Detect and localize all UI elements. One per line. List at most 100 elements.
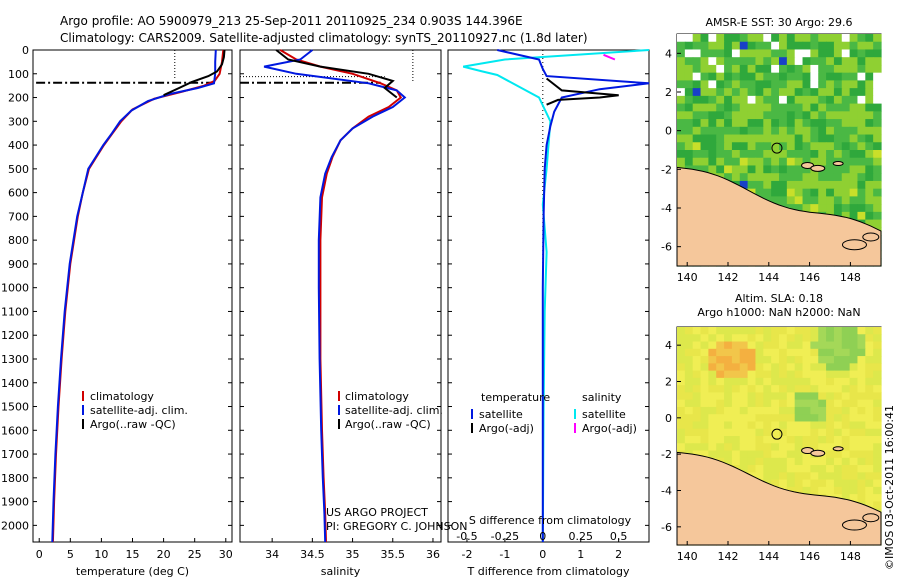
map-cell — [818, 150, 827, 159]
island — [862, 232, 880, 242]
map-cell — [841, 134, 851, 143]
map-cell — [818, 180, 827, 190]
map-cell — [849, 356, 859, 364]
map-cell — [747, 436, 757, 444]
map-cell — [810, 150, 819, 159]
map-cell — [716, 150, 725, 159]
map-cell — [771, 88, 780, 97]
map-cell — [810, 157, 819, 167]
map-cell — [841, 428, 851, 437]
map-cell — [802, 479, 811, 488]
map-cell — [802, 385, 811, 393]
land-mass — [676, 451, 882, 546]
map-cell — [755, 436, 764, 444]
map-cell — [700, 57, 709, 66]
map-cell — [747, 421, 757, 430]
map-cell — [802, 41, 811, 51]
map-cell — [677, 142, 686, 151]
map-cell — [794, 119, 804, 128]
map-cell — [794, 341, 804, 350]
map-ytick-label: -2 — [661, 163, 672, 176]
map-cell — [873, 150, 882, 159]
map-cell — [724, 72, 733, 81]
project-label: US ARGO PROJECT — [326, 506, 428, 519]
map-cell — [747, 385, 757, 393]
map-cell — [755, 111, 764, 120]
map-cell — [802, 64, 811, 74]
map-cell — [873, 142, 882, 151]
legend-label-temperature: satellite-adj. clim. — [90, 404, 188, 417]
ytick-label: 1600 — [1, 424, 29, 437]
map-cell — [700, 88, 709, 97]
map-cell — [724, 157, 733, 167]
map-cell — [786, 370, 796, 379]
map-cell — [865, 57, 874, 66]
map-cell — [771, 41, 780, 51]
ytick-label: 1800 — [1, 472, 29, 485]
ytick-label: 1900 — [1, 496, 29, 509]
map-cell — [731, 157, 741, 167]
map-cell — [771, 348, 780, 357]
map-cell — [818, 327, 827, 335]
map-cell — [849, 103, 859, 112]
map-cell — [716, 41, 725, 51]
map-cell — [786, 134, 796, 143]
map-cell — [763, 421, 772, 430]
map-cell — [849, 34, 859, 43]
map-cell — [771, 377, 780, 386]
map-cell — [810, 180, 819, 190]
map-cell — [865, 341, 874, 350]
map-cell — [763, 180, 772, 190]
map-cell — [716, 370, 725, 379]
map-cell — [779, 165, 788, 174]
map-cell — [810, 72, 819, 81]
map-cell — [739, 88, 749, 97]
map-cell — [763, 341, 772, 350]
series-line-temperature-satellite — [497, 49, 650, 542]
map-cell — [731, 327, 741, 335]
map-cell — [739, 443, 749, 452]
map-cell — [779, 399, 788, 408]
map-cell — [841, 103, 851, 112]
map-cell — [779, 356, 788, 364]
xtick-top-label: 0.5 — [610, 530, 628, 543]
map-cell — [818, 103, 827, 112]
map-cell — [708, 356, 717, 364]
map-cell — [779, 72, 788, 81]
map-cell — [818, 49, 827, 58]
map-cell — [724, 392, 733, 401]
map-cell — [708, 165, 717, 174]
map-cell — [731, 165, 741, 174]
map-cell — [755, 142, 764, 151]
map-cell — [802, 204, 811, 213]
map-cell — [763, 327, 772, 335]
map-cell — [826, 385, 835, 393]
map-cell — [818, 80, 827, 89]
map-cell — [865, 95, 874, 105]
map-cell — [802, 363, 811, 372]
map-cell — [739, 457, 749, 466]
map-cell — [747, 64, 757, 74]
map-cell — [786, 188, 796, 197]
map-cell — [810, 41, 819, 51]
xlabel-temperature: temperature (deg C) — [76, 565, 189, 578]
map-cell — [849, 479, 859, 488]
map-cell — [771, 450, 780, 459]
map-cell — [841, 111, 851, 120]
map-cell — [716, 103, 725, 112]
map-cell — [857, 399, 866, 408]
map-cell — [833, 457, 843, 466]
map-cell — [794, 150, 804, 159]
map-cell — [849, 57, 859, 66]
map-cell — [802, 142, 811, 151]
map-cell — [731, 103, 741, 112]
map-cell — [739, 356, 749, 364]
map-cell — [771, 392, 780, 401]
map-cell — [786, 377, 796, 386]
map-cell — [810, 142, 819, 151]
map-cell — [865, 88, 874, 97]
map-cell — [802, 165, 811, 174]
map-cell — [684, 414, 694, 423]
map-cell — [857, 49, 866, 58]
map-cell — [731, 457, 741, 466]
